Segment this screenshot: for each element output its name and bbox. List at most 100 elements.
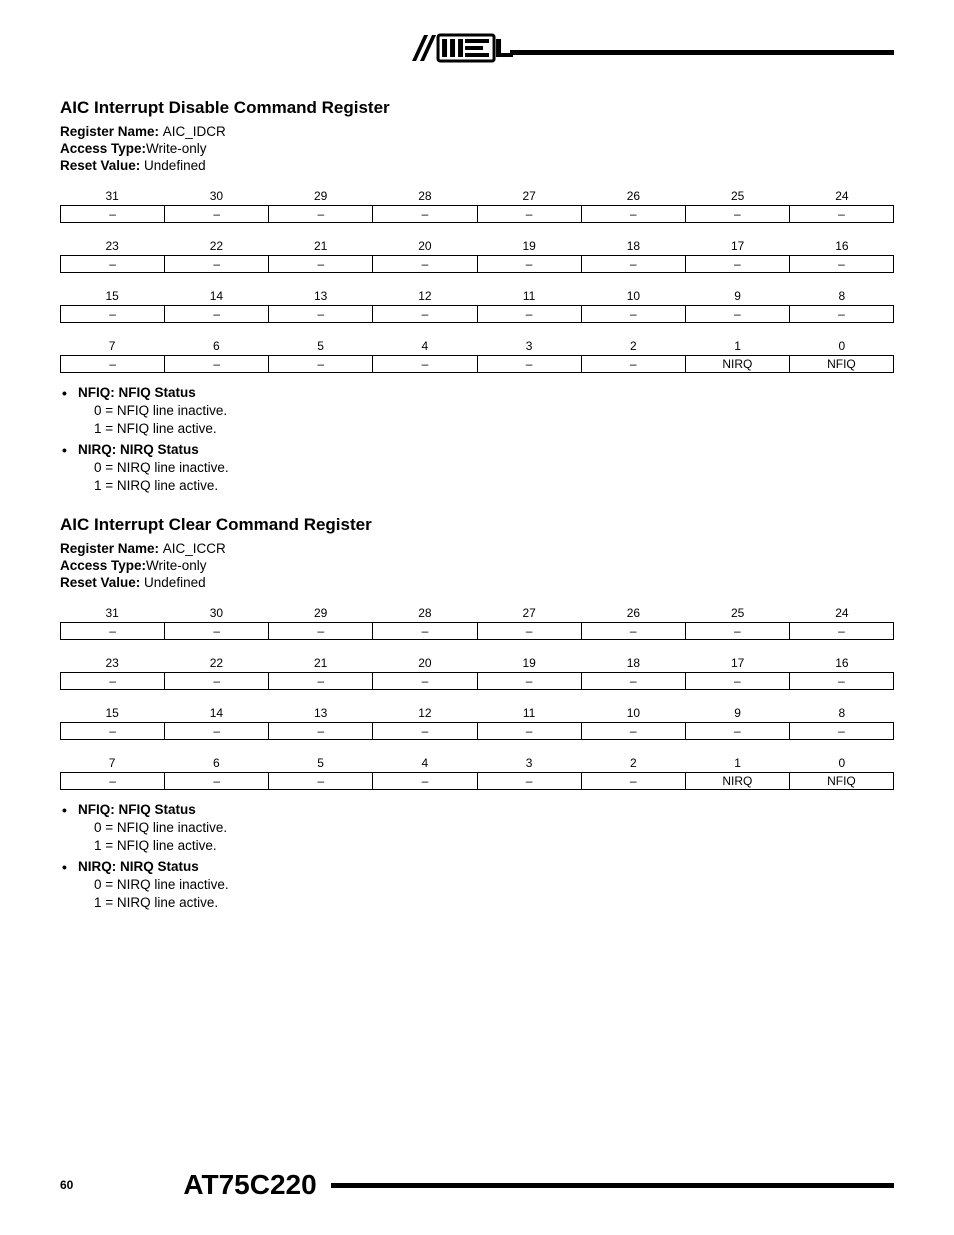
document-title: AT75C220 — [183, 1169, 316, 1201]
bit-number-cell: 15 — [60, 287, 164, 305]
bit-value-cell: – — [790, 623, 894, 639]
bit-number-cell: 29 — [269, 604, 373, 622]
bit-number-cell: 0 — [790, 337, 894, 355]
meta-label: Register Name: — [60, 124, 163, 139]
bit-value-cell: – — [60, 623, 165, 639]
meta-label: Access Type: — [60, 141, 146, 156]
bit-value-row: –––––––– — [60, 622, 894, 640]
bit-number-cell: 18 — [581, 654, 685, 672]
bit-number-row: 2322212019181716 — [60, 237, 894, 255]
bit-value-cell: – — [478, 256, 582, 272]
bit-value-cell: – — [373, 623, 477, 639]
bit-value-row: –––––––– — [60, 672, 894, 690]
bit-value-cell: – — [373, 256, 477, 272]
bit-value-row: –––––––– — [60, 305, 894, 323]
header-rule — [510, 50, 894, 55]
bit-value-cell: – — [790, 723, 894, 739]
bit-number-cell: 11 — [477, 287, 581, 305]
bit-value-cell: – — [478, 723, 582, 739]
bullet-heading: NIRQ: NIRQ Status — [60, 859, 894, 874]
meta-label: Reset Value: — [60, 158, 144, 173]
bit-value-cell: – — [582, 306, 686, 322]
bit-value-cell: – — [582, 256, 686, 272]
register-meta-line: Register Name: AIC_IDCR — [60, 124, 894, 139]
bit-value-cell: – — [582, 673, 686, 689]
page-number: 60 — [60, 1178, 73, 1192]
bit-value-cell: – — [790, 256, 894, 272]
bit-value-cell: NIRQ — [686, 773, 790, 789]
bit-number-cell: 1 — [686, 754, 790, 772]
meta-value: Undefined — [144, 575, 206, 590]
bit-value-cell: – — [790, 673, 894, 689]
bit-number-cell: 23 — [60, 237, 164, 255]
bit-number-cell: 14 — [164, 287, 268, 305]
bit-value-cell: – — [373, 773, 477, 789]
bit-value-cell: – — [269, 623, 373, 639]
bit-value-row: –––––––– — [60, 255, 894, 273]
meta-value: Write-only — [146, 558, 207, 573]
page-footer: 60 AT75C220 — [60, 1169, 894, 1201]
bit-number-cell: 10 — [581, 704, 685, 722]
bit-value-cell: – — [165, 356, 269, 372]
bullet-list: NFIQ: NFIQ Status0 = NFIQ line inactive.… — [60, 385, 894, 493]
bit-number-cell: 13 — [269, 287, 373, 305]
bit-number-cell: 7 — [60, 754, 164, 772]
registers-container: AIC Interrupt Disable Command RegisterRe… — [60, 98, 894, 910]
bit-number-row: 76543210 — [60, 337, 894, 355]
bit-number-cell: 15 — [60, 704, 164, 722]
bit-number-cell: 9 — [686, 287, 790, 305]
footer-rule — [331, 1183, 894, 1188]
bit-number-cell: 2 — [581, 754, 685, 772]
bit-number-cell: 8 — [790, 287, 894, 305]
bit-value-cell: – — [269, 206, 373, 222]
bit-number-row: 15141312111098 — [60, 704, 894, 722]
bit-number-cell: 18 — [581, 237, 685, 255]
meta-value: AIC_ICCR — [163, 541, 226, 556]
bit-value-cell: – — [373, 673, 477, 689]
bit-row-group: 3130292827262524–––––––– — [60, 604, 894, 640]
bit-number-cell: 6 — [164, 337, 268, 355]
meta-label: Reset Value: — [60, 575, 144, 590]
bit-value-cell: – — [686, 723, 790, 739]
bit-value-cell: – — [478, 623, 582, 639]
bit-value-cell: – — [269, 306, 373, 322]
bit-row-group: 76543210––––––NIRQNFIQ — [60, 754, 894, 790]
bit-number-cell: 3 — [477, 337, 581, 355]
bullet-subline: 1 = NFIQ line active. — [94, 421, 894, 436]
bit-value-cell: – — [60, 256, 165, 272]
register-meta-line: Access Type:Write-only — [60, 558, 894, 573]
bit-number-cell: 21 — [269, 237, 373, 255]
bit-value-cell: – — [60, 306, 165, 322]
bullet-list: NFIQ: NFIQ Status0 = NFIQ line inactive.… — [60, 802, 894, 910]
atmel-logo-icon — [410, 31, 518, 70]
bit-number-cell: 13 — [269, 704, 373, 722]
bit-value-cell: – — [60, 773, 165, 789]
register-meta-line: Reset Value: Undefined — [60, 158, 894, 173]
bit-value-cell: – — [165, 206, 269, 222]
bit-value-cell: – — [478, 673, 582, 689]
bullet-subline: 0 = NFIQ line inactive. — [94, 403, 894, 418]
bit-row-group: 3130292827262524–––––––– — [60, 187, 894, 223]
bit-number-cell: 26 — [581, 187, 685, 205]
bullet-subline: 1 = NIRQ line active. — [94, 478, 894, 493]
bit-row-group: 76543210––––––NIRQNFIQ — [60, 337, 894, 373]
bit-number-cell: 14 — [164, 704, 268, 722]
meta-value: AIC_IDCR — [163, 124, 226, 139]
bit-value-cell: – — [269, 673, 373, 689]
bit-number-row: 3130292827262524 — [60, 604, 894, 622]
bit-row-group: 2322212019181716–––––––– — [60, 237, 894, 273]
bit-value-cell: – — [269, 723, 373, 739]
bit-value-cell: – — [165, 306, 269, 322]
bit-number-cell: 31 — [60, 604, 164, 622]
bit-number-cell: 20 — [373, 654, 477, 672]
bit-value-cell: – — [165, 773, 269, 789]
bit-value-cell: – — [582, 356, 686, 372]
bit-value-cell: – — [373, 206, 477, 222]
bit-value-cell: – — [478, 206, 582, 222]
bit-number-cell: 26 — [581, 604, 685, 622]
bit-value-cell: – — [686, 206, 790, 222]
bit-number-cell: 24 — [790, 187, 894, 205]
bit-number-cell: 5 — [269, 337, 373, 355]
bit-value-cell: – — [686, 256, 790, 272]
bit-number-cell: 27 — [477, 604, 581, 622]
